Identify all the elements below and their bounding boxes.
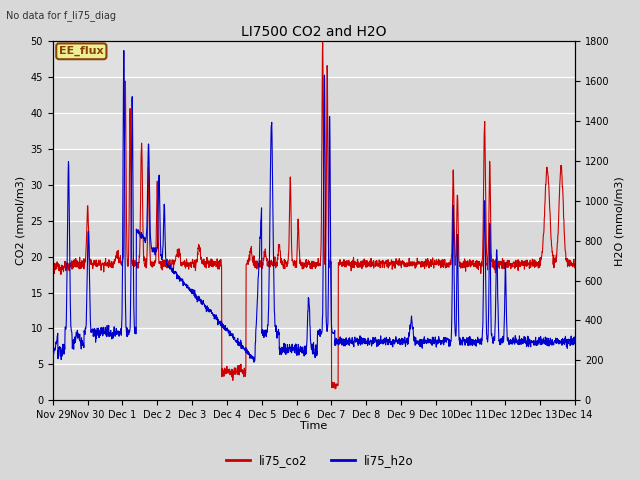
Y-axis label: CO2 (mmol/m3): CO2 (mmol/m3) [15, 176, 25, 265]
Legend: li75_co2, li75_h2o: li75_co2, li75_h2o [221, 449, 419, 472]
Title: LI7500 CO2 and H2O: LI7500 CO2 and H2O [241, 24, 387, 38]
Bar [52, 149, 575, 185]
Text: EE_flux: EE_flux [59, 46, 104, 57]
Bar [52, 292, 575, 328]
Y-axis label: H2O (mmol/m3): H2O (mmol/m3) [615, 176, 625, 265]
Bar [52, 364, 575, 400]
Text: No data for f_li75_diag: No data for f_li75_diag [6, 10, 116, 21]
Bar [52, 77, 575, 113]
Bar [52, 221, 575, 257]
X-axis label: Time: Time [300, 421, 328, 432]
